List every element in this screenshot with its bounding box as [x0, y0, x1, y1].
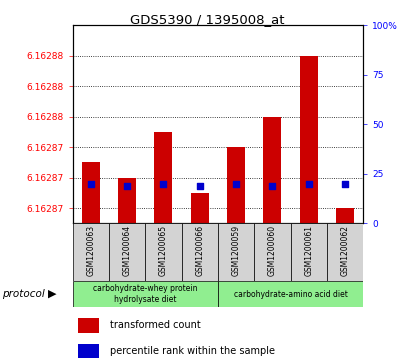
Bar [218, 281, 363, 307]
Text: GSM1200059: GSM1200059 [232, 225, 241, 276]
Point [233, 181, 239, 187]
Bar [290, 223, 327, 281]
Bar [218, 223, 254, 281]
Text: GSM1200064: GSM1200064 [122, 225, 132, 276]
Text: GDS5390 / 1395008_at: GDS5390 / 1395008_at [130, 13, 285, 26]
Bar [109, 223, 145, 281]
Bar [227, 147, 245, 223]
Point [88, 181, 94, 187]
Point [269, 183, 276, 188]
Bar [78, 344, 99, 358]
Text: carbohydrate-whey protein
hydrolysate diet: carbohydrate-whey protein hydrolysate di… [93, 284, 198, 304]
Text: GSM1200066: GSM1200066 [195, 225, 204, 276]
Bar [145, 223, 181, 281]
Bar [118, 178, 136, 223]
Text: GSM1200060: GSM1200060 [268, 225, 277, 276]
Point [342, 181, 348, 187]
Text: ▶: ▶ [48, 289, 56, 299]
Bar [336, 208, 354, 223]
Bar [190, 193, 209, 223]
Bar [300, 56, 318, 223]
Text: GSM1200062: GSM1200062 [340, 225, 349, 276]
Text: carbohydrate-amino acid diet: carbohydrate-amino acid diet [234, 290, 347, 298]
Bar [181, 223, 218, 281]
Text: GSM1200063: GSM1200063 [86, 225, 95, 276]
Bar [82, 162, 100, 223]
Bar [78, 318, 99, 333]
Point [305, 181, 312, 187]
Bar [263, 117, 281, 223]
Bar [73, 223, 109, 281]
Point [160, 181, 167, 187]
Text: GSM1200061: GSM1200061 [304, 225, 313, 276]
Bar [327, 223, 363, 281]
Text: percentile rank within the sample: percentile rank within the sample [110, 346, 276, 356]
Text: GSM1200065: GSM1200065 [159, 225, 168, 276]
Point [124, 183, 130, 188]
Point [196, 183, 203, 188]
Text: transformed count: transformed count [110, 321, 201, 330]
Bar [154, 132, 173, 223]
Bar [254, 223, 290, 281]
Text: protocol: protocol [2, 289, 45, 299]
Bar [73, 281, 218, 307]
